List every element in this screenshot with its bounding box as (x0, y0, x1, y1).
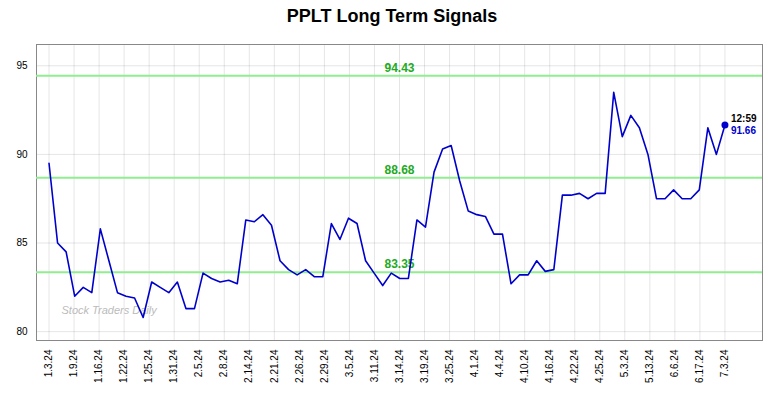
svg-text:3.14.24: 3.14.24 (394, 349, 405, 383)
svg-text:7.3.24: 7.3.24 (719, 349, 730, 377)
svg-text:80: 80 (16, 326, 28, 337)
svg-text:3.19.24: 3.19.24 (419, 349, 430, 383)
svg-text:83.35: 83.35 (384, 257, 415, 272)
svg-text:2.8.24: 2.8.24 (218, 349, 229, 377)
svg-text:Stock Traders Daily: Stock Traders Daily (61, 303, 157, 316)
svg-text:4.22.24: 4.22.24 (569, 349, 580, 383)
svg-text:4.10.24: 4.10.24 (519, 349, 530, 383)
svg-text:2.21.24: 2.21.24 (269, 349, 280, 383)
svg-text:85: 85 (16, 237, 28, 248)
svg-text:1.31.24: 1.31.24 (168, 349, 179, 383)
svg-text:88.68: 88.68 (384, 163, 414, 177)
svg-text:2.5.24: 2.5.24 (193, 349, 204, 377)
svg-text:90: 90 (16, 149, 28, 160)
svg-text:4.16.24: 4.16.24 (544, 349, 555, 383)
svg-text:12:59: 12:59 (731, 113, 757, 124)
svg-text:3.25.24: 3.25.24 (444, 349, 455, 383)
svg-text:6.6.24: 6.6.24 (669, 349, 680, 377)
svg-text:5.13.24: 5.13.24 (644, 349, 655, 383)
svg-text:3.5.24: 3.5.24 (344, 349, 355, 377)
svg-text:6.17.24: 6.17.24 (694, 349, 705, 383)
html-text:PPLT Long Term Signals: PPLT Long Term Signals (286, 6, 498, 26)
svg-text:1.22.24: 1.22.24 (118, 349, 129, 383)
svg-text:95: 95 (16, 60, 28, 71)
svg-text:91.66: 91.66 (731, 125, 756, 136)
svg-text:1.16.24: 1.16.24 (93, 349, 104, 383)
svg-text:2.14.24: 2.14.24 (243, 349, 254, 383)
svg-text:1.9.24: 1.9.24 (68, 349, 79, 377)
svg-text:4.1.24: 4.1.24 (469, 349, 480, 377)
svg-text:4.25.24: 4.25.24 (594, 349, 605, 383)
svg-text:1.3.24: 1.3.24 (43, 349, 54, 377)
svg-text:2.29.24: 2.29.24 (319, 349, 330, 383)
svg-text:4.4.24: 4.4.24 (494, 349, 505, 377)
svg-text:1.25.24: 1.25.24 (143, 349, 154, 383)
svg-text:2.26.24: 2.26.24 (294, 349, 305, 383)
svg-text:94.43: 94.43 (384, 61, 414, 75)
svg-text:5.3.24: 5.3.24 (619, 349, 630, 377)
svg-text:3.11.24: 3.11.24 (369, 349, 380, 382)
